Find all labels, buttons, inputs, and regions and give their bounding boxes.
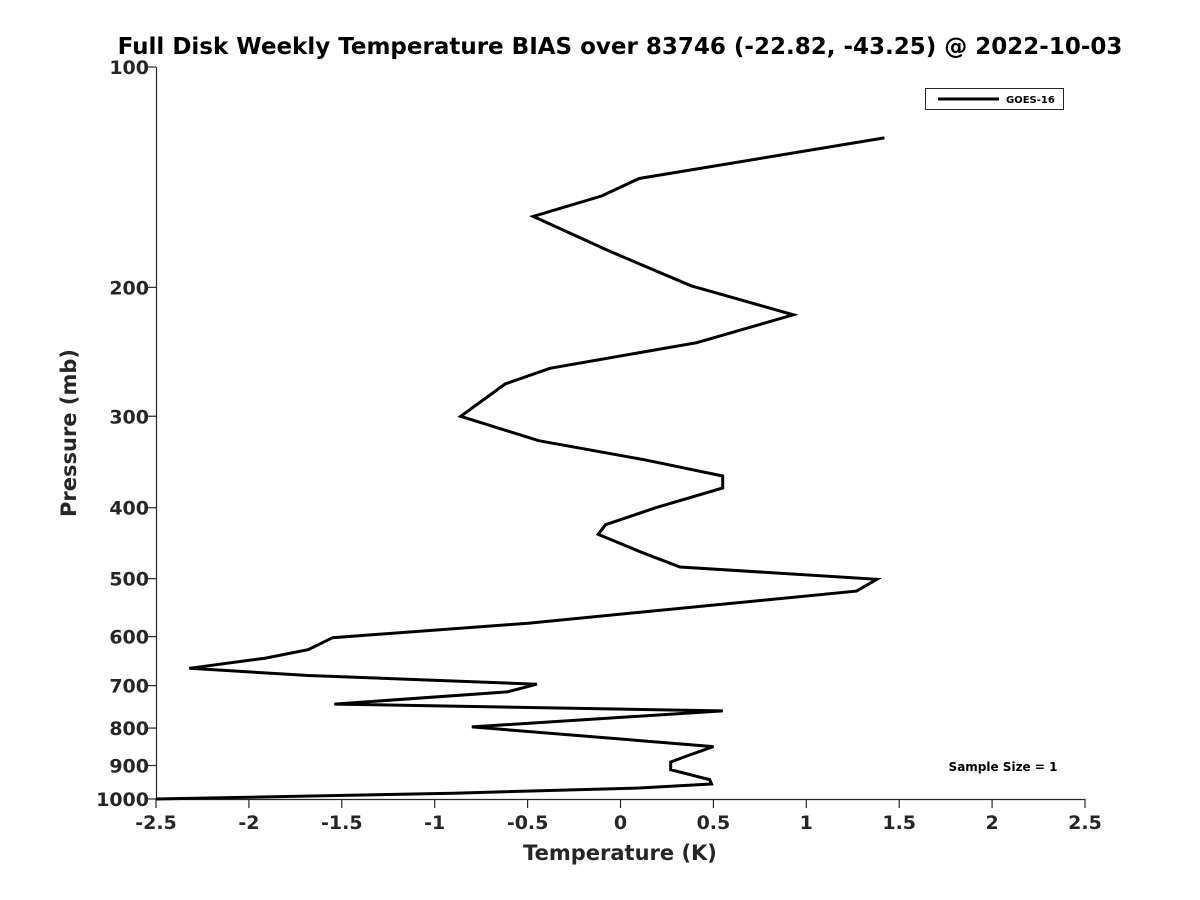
x-tick-label: 2	[985, 812, 998, 834]
data-point	[471, 726, 473, 728]
data-point	[644, 459, 646, 461]
series-line-goes-16	[155, 136, 885, 801]
x-tick-label: -1	[424, 812, 445, 834]
data-point	[536, 683, 538, 685]
x-tick-label: -1.5	[321, 812, 363, 834]
data-point	[711, 783, 712, 785]
data-point	[538, 440, 540, 442]
data-point	[638, 787, 640, 789]
y-tick-label: 800	[109, 718, 149, 740]
data-point	[690, 285, 692, 287]
x-tick-label: 1.5	[882, 812, 916, 834]
data-point	[307, 675, 309, 676]
data-point	[709, 779, 711, 781]
data-point	[605, 524, 607, 526]
y-tick-label: 700	[109, 676, 149, 698]
data-point	[597, 533, 599, 535]
y-tick-label: 500	[109, 569, 149, 591]
x-tick-label: 0	[614, 812, 627, 834]
legend: GOES-16	[925, 88, 1064, 110]
data-point	[188, 667, 190, 669]
data-point	[792, 314, 794, 316]
data-point	[307, 649, 309, 651]
data-point	[696, 342, 698, 344]
data-point	[607, 249, 608, 251]
data-point	[506, 691, 508, 693]
chart-title: Full Disk Weekly Temperature BIAS over 8…	[118, 34, 1123, 60]
x-ticks: -2.5 -2 -1.5 -1 -0.5 0 0.5 1 1.5 2 2.5	[135, 799, 1102, 834]
data-point	[876, 578, 878, 580]
sample-size-label: Sample Size = 1	[949, 760, 1058, 774]
data-point	[460, 415, 462, 417]
data-point	[883, 137, 885, 139]
y-tick-label: 200	[109, 277, 149, 299]
y-tick-label: 300	[109, 406, 149, 428]
data-point	[642, 552, 644, 554]
y-tick-label: 100	[109, 57, 149, 79]
x-tick-label: -2.5	[135, 812, 177, 834]
y-tick-label: 400	[109, 498, 149, 520]
y-axis-title: Pressure (mb)	[57, 349, 81, 517]
x-axis-title: Temperature (K)	[523, 841, 717, 865]
data-point	[722, 487, 724, 489]
data-point	[601, 195, 603, 197]
legend-label: GOES-16	[1006, 95, 1055, 106]
y-ticks: 100 200 300 400 500 600 700 800 900 1000	[96, 57, 156, 811]
data-point	[452, 792, 454, 794]
data-point	[722, 710, 724, 712]
x-tick-label: -2	[238, 812, 259, 834]
series-group	[155, 136, 885, 801]
data-point	[155, 798, 157, 800]
y-tick-label: 600	[109, 627, 149, 649]
data-point	[712, 746, 714, 748]
data-point	[638, 178, 640, 179]
data-point	[670, 769, 672, 771]
data-point	[670, 761, 672, 763]
data-point	[655, 507, 657, 509]
x-tick-label: 1	[800, 812, 813, 834]
y-tick-label: 1000	[96, 789, 149, 811]
data-point	[265, 657, 267, 659]
data-point	[532, 215, 534, 217]
x-tick-label: -0.5	[507, 812, 549, 834]
data-point	[333, 703, 335, 705]
data-point	[332, 637, 333, 639]
x-tick-label: 0.5	[697, 812, 731, 834]
series-points	[155, 137, 885, 800]
data-point	[504, 383, 506, 385]
y-tick-label: 900	[109, 756, 149, 778]
data-point	[549, 367, 551, 369]
data-point	[722, 475, 724, 477]
x-tick-label: 2.5	[1068, 812, 1102, 834]
data-point	[529, 622, 530, 624]
data-point	[685, 756, 686, 757]
data-point	[856, 590, 857, 592]
data-point	[679, 566, 681, 568]
